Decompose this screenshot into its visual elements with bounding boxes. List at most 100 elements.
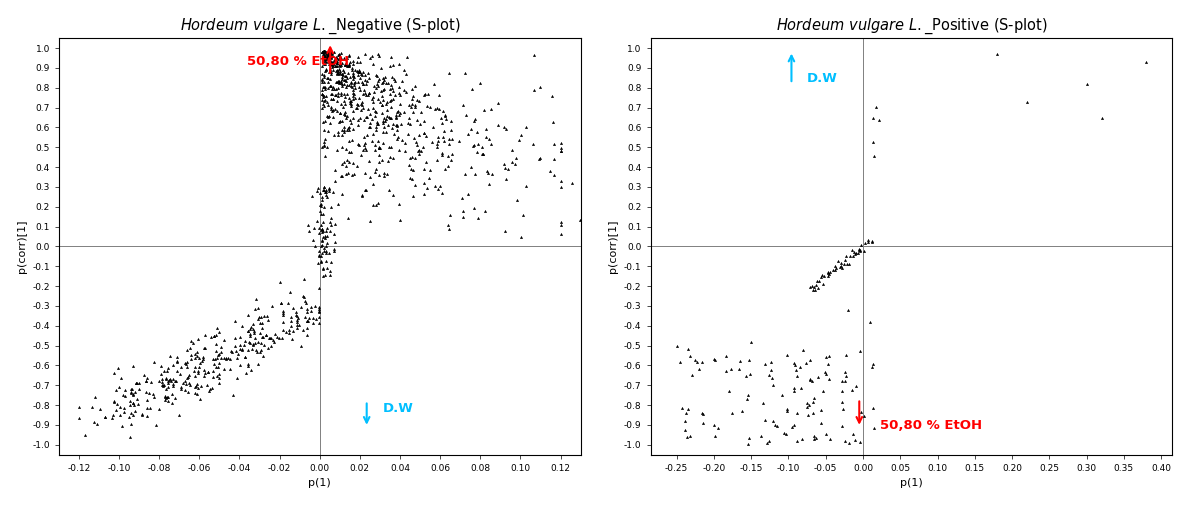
Point — [314, 244, 333, 252]
Point — [264, 338, 283, 346]
Point — [343, 83, 362, 91]
Point — [315, 47, 334, 56]
Point — [301, 303, 320, 311]
Point — [372, 117, 392, 125]
Point — [177, 363, 196, 371]
Point — [839, 306, 858, 314]
Point — [239, 346, 258, 354]
Point — [525, 86, 544, 94]
Point — [320, 50, 339, 59]
Point — [327, 66, 346, 74]
Point — [332, 100, 351, 108]
Point — [681, 352, 700, 360]
Point — [278, 299, 298, 307]
Point — [208, 363, 227, 371]
Point — [325, 166, 344, 174]
Point — [788, 437, 807, 445]
Point — [158, 364, 177, 372]
Point — [125, 407, 144, 415]
Point — [119, 413, 138, 421]
Point — [330, 55, 349, 63]
Point — [381, 114, 400, 122]
Point — [816, 353, 835, 361]
Point — [320, 58, 339, 66]
Point — [250, 348, 269, 357]
Point — [402, 85, 421, 93]
Point — [312, 225, 331, 233]
Point — [156, 394, 175, 402]
Point — [782, 423, 801, 431]
Point — [331, 117, 350, 125]
Point — [137, 377, 156, 385]
Point — [330, 50, 349, 58]
Point — [414, 142, 433, 150]
Point — [319, 185, 338, 193]
Point — [322, 61, 342, 69]
Point — [390, 91, 409, 99]
Point — [333, 131, 352, 139]
Point — [330, 56, 349, 64]
Point — [428, 133, 447, 141]
Point — [364, 60, 383, 68]
Point — [121, 421, 140, 429]
Point — [331, 69, 350, 77]
Point — [753, 399, 772, 407]
X-axis label: p(1): p(1) — [308, 478, 331, 488]
Point — [328, 84, 347, 92]
Point — [823, 266, 843, 274]
Point — [336, 108, 355, 116]
Point — [264, 336, 283, 344]
Point — [863, 238, 882, 246]
Point — [315, 52, 334, 60]
Point — [403, 109, 422, 117]
Point — [343, 94, 362, 103]
Point — [819, 360, 838, 368]
Point — [356, 146, 375, 154]
Point — [255, 341, 274, 349]
Point — [82, 402, 101, 411]
Point — [105, 397, 124, 405]
Point — [107, 400, 126, 408]
Point — [370, 53, 389, 61]
Point — [400, 154, 419, 162]
Point — [314, 49, 333, 57]
Point — [988, 50, 1007, 58]
Point — [333, 104, 352, 112]
Point — [288, 316, 307, 324]
Point — [164, 382, 183, 390]
Point — [785, 359, 804, 367]
Point — [319, 184, 338, 192]
Point — [328, 131, 347, 139]
Point — [313, 48, 332, 57]
Point — [403, 166, 422, 174]
Point — [342, 78, 361, 86]
Point — [255, 312, 274, 320]
Point — [422, 138, 441, 146]
Point — [759, 371, 778, 379]
Point — [406, 180, 425, 188]
Point — [340, 117, 359, 125]
Point — [258, 313, 277, 321]
Point — [850, 245, 869, 254]
Point — [339, 52, 358, 60]
Point — [325, 58, 344, 66]
Point — [415, 129, 434, 137]
Point — [125, 388, 144, 396]
Point — [332, 172, 351, 180]
Point — [140, 404, 159, 412]
Point — [167, 358, 186, 366]
Point — [397, 53, 416, 61]
Point — [195, 366, 214, 374]
Point — [381, 85, 400, 93]
Point — [375, 172, 394, 180]
Point — [322, 53, 342, 61]
Point — [380, 62, 399, 70]
Point — [312, 221, 331, 229]
Point — [317, 247, 336, 256]
Point — [427, 105, 446, 113]
Point — [167, 377, 186, 385]
Point — [359, 105, 378, 113]
Point — [322, 63, 342, 71]
Point — [353, 100, 372, 109]
Point — [158, 379, 177, 387]
